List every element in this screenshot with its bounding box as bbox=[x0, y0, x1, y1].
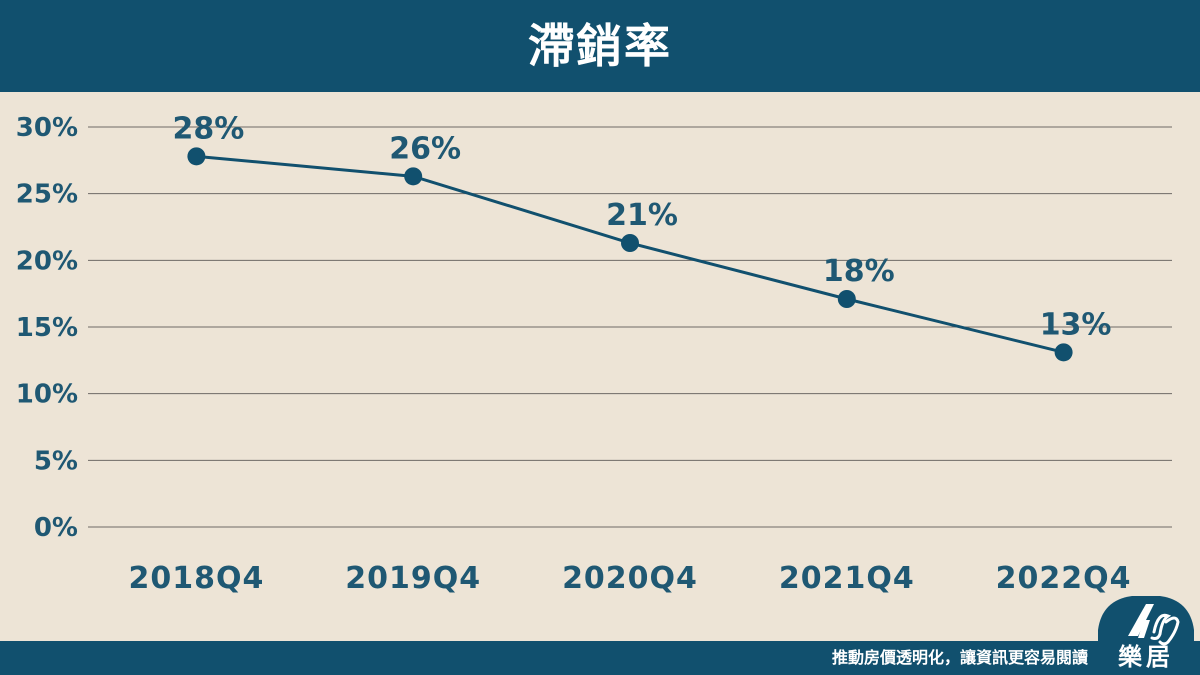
series-points bbox=[187, 147, 1073, 362]
y-tick-label: 0% bbox=[34, 513, 78, 543]
leju-logo bbox=[1098, 596, 1194, 675]
x-tick-label: 2021Q4 bbox=[779, 561, 915, 596]
x-tick-label: 2018Q4 bbox=[128, 561, 264, 596]
data-labels: 28% 26% 21% 18% 13% bbox=[172, 111, 1111, 342]
logo-text: 樂居 bbox=[1118, 643, 1174, 671]
data-point bbox=[404, 167, 423, 186]
grid-lines bbox=[88, 126, 1172, 528]
house-wall-icon bbox=[1138, 620, 1150, 638]
script-l-icon bbox=[1150, 613, 1172, 640]
data-label: 18% bbox=[823, 254, 895, 289]
x-tick-label: 2020Q4 bbox=[562, 561, 698, 596]
x-axis-ticks: 2018Q4 2019Q4 2020Q4 2021Q4 2022Q4 bbox=[128, 561, 1132, 596]
data-label: 13% bbox=[1040, 307, 1112, 342]
y-tick-label: 10% bbox=[16, 380, 78, 410]
header-bar bbox=[0, 0, 1200, 92]
y-tick-label: 15% bbox=[16, 313, 78, 343]
series-line bbox=[196, 154, 1064, 354]
house-roof-icon bbox=[1128, 604, 1154, 636]
data-label: 26% bbox=[389, 131, 461, 166]
y-tick-label: 5% bbox=[34, 446, 78, 476]
data-point bbox=[1054, 343, 1073, 362]
data-point bbox=[621, 234, 639, 252]
y-tick-label: 30% bbox=[16, 113, 78, 143]
data-label: 21% bbox=[606, 198, 678, 233]
y-tick-label: 25% bbox=[16, 180, 78, 210]
x-tick-label: 2019Q4 bbox=[345, 561, 481, 596]
footer-bar: 推動房價透明化，讓資訊更容易閱讀 bbox=[0, 641, 1200, 675]
y-tick-label: 20% bbox=[16, 246, 78, 276]
x-tick-label: 2022Q4 bbox=[996, 561, 1132, 596]
data-point bbox=[187, 147, 206, 166]
script-j-icon bbox=[1158, 616, 1180, 646]
series-line-path bbox=[196, 154, 1064, 354]
data-point bbox=[837, 290, 856, 308]
footer-slogan: 推動房價透明化，讓資訊更容易閱讀 bbox=[831, 648, 1088, 667]
data-label: 28% bbox=[172, 111, 244, 146]
y-axis-ticks: 0% 5% 10% 15% 20% 25% 30% bbox=[16, 113, 78, 543]
page-title: 滯銷率 bbox=[528, 19, 672, 73]
